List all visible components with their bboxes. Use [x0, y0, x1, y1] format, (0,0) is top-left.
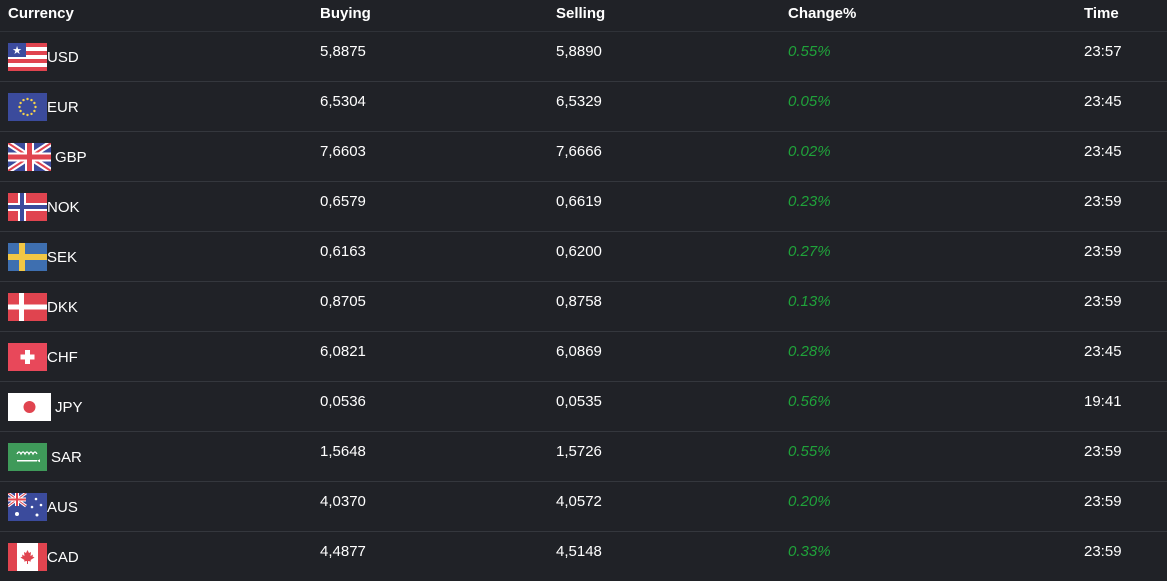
selling-value: 0,0535	[556, 393, 602, 410]
currency-cell: AUS	[8, 493, 78, 521]
time-value: 23:59	[1084, 193, 1122, 210]
selling-value: 0,6200	[556, 243, 602, 260]
selling-value: 4,5148	[556, 543, 602, 560]
change-value: 0.56%	[788, 393, 831, 410]
buying-value: 5,8875	[320, 43, 366, 60]
selling-value: 1,5726	[556, 443, 602, 460]
buying-value: 0,6579	[320, 193, 366, 210]
table-row: GBP 7,6603 7,6666 0.02% 23:45	[0, 132, 1167, 182]
buying-value: 6,0821	[320, 343, 366, 360]
table-row: JPY 0,0536 0,0535 0.56% 19:41	[0, 382, 1167, 432]
change-value: 0.13%	[788, 293, 831, 310]
se-flag-icon	[8, 243, 47, 271]
selling-value: 4,0572	[556, 493, 602, 510]
selling-value: 0,6619	[556, 193, 602, 210]
time-value: 23:45	[1084, 143, 1122, 160]
header-selling: Selling	[556, 5, 606, 22]
buying-value: 7,6603	[320, 143, 366, 160]
change-value: 0.55%	[788, 43, 831, 60]
currency-code: JPY	[55, 398, 83, 416]
time-value: 23:45	[1084, 93, 1122, 110]
change-value: 0.02%	[788, 143, 831, 160]
currency-cell: NOK	[8, 193, 80, 221]
buying-value: 0,8705	[320, 293, 366, 310]
svg-text:★: ★	[12, 44, 22, 57]
buying-value: 0,6163	[320, 243, 366, 260]
currency-cell: DKK	[8, 293, 78, 321]
time-value: 19:41	[1084, 393, 1122, 410]
time-value: 23:59	[1084, 243, 1122, 260]
table-row: CAD 4,4877 4,5148 0.33% 23:59	[0, 532, 1167, 581]
selling-value: 7,6666	[556, 143, 602, 160]
currency-code: DKK	[47, 298, 78, 316]
currency-cell: CAD	[8, 543, 79, 571]
currency-cell: SEK	[8, 243, 77, 271]
table-row: NOK 0,6579 0,6619 0.23% 23:59	[0, 182, 1167, 232]
change-value: 0.55%	[788, 443, 831, 460]
time-value: 23:57	[1084, 43, 1122, 60]
selling-value: 6,5329	[556, 93, 602, 110]
jp-flag-icon	[8, 393, 51, 421]
table-row: SEK 0,6163 0,6200 0.27% 23:59	[0, 232, 1167, 282]
buying-value: 4,0370	[320, 493, 366, 510]
currency-code: NOK	[47, 198, 80, 216]
buying-value: 6,5304	[320, 93, 366, 110]
change-value: 0.33%	[788, 543, 831, 560]
table-row: EUR 6,5304 6,5329 0.05% 23:45	[0, 82, 1167, 132]
time-value: 23:45	[1084, 343, 1122, 360]
change-value: 0.20%	[788, 493, 831, 510]
currency-cell: ★ USD	[8, 43, 79, 71]
change-value: 0.28%	[788, 343, 831, 360]
time-value: 23:59	[1084, 543, 1122, 560]
header-change: Change%	[788, 5, 857, 22]
sa-flag-icon	[8, 443, 47, 471]
us-flag-icon: ★	[8, 43, 47, 71]
currency-code: EUR	[47, 98, 79, 116]
time-value: 23:59	[1084, 493, 1122, 510]
currency-cell: SAR	[8, 443, 82, 471]
currency-code: GBP	[55, 148, 87, 166]
table-row: DKK 0,8705 0,8758 0.13% 23:59	[0, 282, 1167, 332]
gb-flag-icon	[8, 143, 51, 171]
currency-cell: JPY	[8, 393, 83, 421]
buying-value: 0,0536	[320, 393, 366, 410]
table-row: CHF 6,0821 6,0869 0.28% 23:45	[0, 332, 1167, 382]
currency-cell: CHF	[8, 343, 78, 371]
change-value: 0.27%	[788, 243, 831, 260]
currency-code: CAD	[47, 548, 79, 566]
currency-cell: GBP	[8, 143, 87, 171]
change-value: 0.23%	[788, 193, 831, 210]
currency-code: SEK	[47, 248, 78, 266]
currency-code: AUS	[47, 498, 78, 516]
table-row: ★ USD 5,8875 5,8890 0.55% 23:57	[0, 32, 1167, 82]
selling-value: 5,8890	[556, 43, 602, 60]
header-currency: Currency	[8, 5, 74, 22]
header-time: Time	[1084, 5, 1119, 22]
header-buying: Buying	[320, 5, 371, 22]
ch-flag-icon	[8, 343, 47, 371]
currency-code: SAR	[51, 448, 82, 466]
selling-value: 0,8758	[556, 293, 602, 310]
currency-cell: EUR	[8, 93, 79, 121]
table-header: Currency Buying Selling Change% Time	[0, 0, 1167, 32]
currency-code: CHF	[47, 348, 78, 366]
ca-flag-icon	[8, 543, 47, 571]
selling-value: 6,0869	[556, 343, 602, 360]
time-value: 23:59	[1084, 443, 1122, 460]
change-value: 0.05%	[788, 93, 831, 110]
eu-flag-icon	[8, 93, 47, 121]
au-flag-icon	[8, 493, 47, 521]
buying-value: 1,5648	[320, 443, 366, 460]
currency-code: USD	[47, 48, 79, 66]
buying-value: 4,4877	[320, 543, 366, 560]
dk-flag-icon	[8, 293, 47, 321]
table-row: AUS 4,0370 4,0572 0.20% 23:59	[0, 482, 1167, 532]
time-value: 23:59	[1084, 293, 1122, 310]
table-row: SAR 1,5648 1,5726 0.55% 23:59	[0, 432, 1167, 482]
no-flag-icon	[8, 193, 47, 221]
